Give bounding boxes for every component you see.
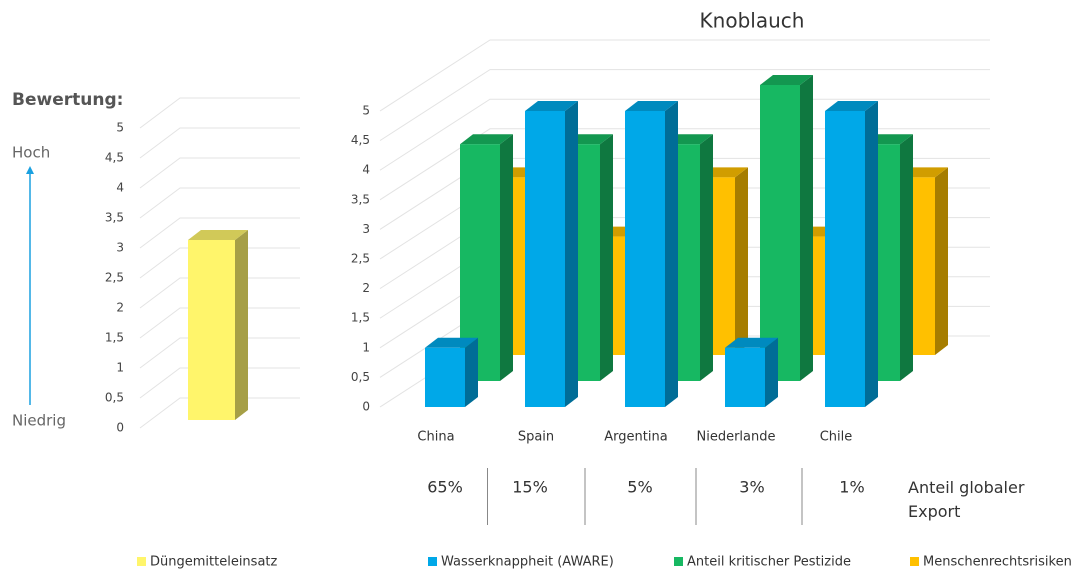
grid-line bbox=[379, 69, 990, 142]
grid-line bbox=[379, 39, 990, 112]
bar-side bbox=[565, 101, 578, 407]
export-value: 65% bbox=[427, 478, 463, 497]
y-tick-label: 0 bbox=[362, 400, 370, 414]
grid-line bbox=[139, 367, 300, 399]
y-tick-label: 2,5 bbox=[105, 271, 124, 285]
y-tick-label: 2,5 bbox=[351, 252, 370, 266]
export-label: Anteil globaler Export bbox=[908, 478, 1025, 521]
grid-line bbox=[139, 337, 300, 369]
x-tick-label: Argentina bbox=[604, 430, 667, 445]
y-tick-label: 4 bbox=[116, 181, 124, 195]
x-tick-label: China bbox=[417, 430, 454, 445]
legend-swatch bbox=[428, 557, 437, 566]
y-tick-label: 4 bbox=[362, 163, 370, 177]
export-value: 3% bbox=[739, 478, 764, 497]
y-tick-label: 2 bbox=[362, 281, 370, 295]
export-value: 1% bbox=[839, 478, 864, 497]
x-tick-label: Chile bbox=[820, 430, 853, 445]
y-tick-label: 3 bbox=[362, 222, 370, 236]
y-tick-label: 0,5 bbox=[351, 370, 370, 384]
bar bbox=[188, 240, 235, 420]
bar-top bbox=[625, 101, 678, 111]
y-tick-label: 0,5 bbox=[105, 391, 124, 405]
grid-line bbox=[139, 247, 300, 279]
bar-side bbox=[235, 230, 248, 420]
bar-top bbox=[460, 134, 513, 145]
bar bbox=[425, 347, 465, 407]
grid-line bbox=[139, 307, 300, 339]
y-tick-label: 5 bbox=[362, 104, 370, 118]
legend-label: Menschenrechtsrisiken bbox=[923, 555, 1072, 570]
y-tick-label: 4,5 bbox=[351, 133, 370, 147]
y-tick-label: 1 bbox=[362, 340, 370, 354]
y-tick-label: 4,5 bbox=[105, 151, 124, 165]
bar-side bbox=[600, 134, 613, 381]
bar bbox=[625, 111, 665, 407]
bar-side bbox=[465, 337, 478, 407]
legend-label: Düngemitteleinsatz bbox=[150, 555, 278, 570]
legend-swatch bbox=[674, 557, 683, 566]
grid-line bbox=[139, 217, 300, 249]
bar-top bbox=[188, 230, 248, 240]
bar-top bbox=[825, 101, 878, 111]
legend-label: Anteil kritischer Pestizide bbox=[687, 555, 851, 570]
scale-high: Hoch bbox=[12, 144, 50, 162]
y-tick-label: 3,5 bbox=[105, 211, 124, 225]
grid-line bbox=[139, 127, 300, 159]
x-tick-label: Spain bbox=[518, 430, 554, 445]
bar-top bbox=[725, 337, 778, 348]
bar-side bbox=[800, 75, 813, 381]
export-value: 15% bbox=[512, 478, 548, 497]
y-tick-label: 1,5 bbox=[351, 311, 370, 325]
bar-top bbox=[760, 75, 813, 85]
y-tick-label: 5 bbox=[116, 121, 124, 135]
y-tick-label: 1,5 bbox=[105, 331, 124, 345]
grid-line bbox=[379, 128, 990, 201]
grid-line bbox=[139, 187, 300, 219]
bar bbox=[525, 111, 565, 407]
bar bbox=[760, 85, 800, 381]
export-value: 5% bbox=[627, 478, 652, 497]
x-tick-label: Niederlande bbox=[697, 430, 776, 445]
bar-top bbox=[525, 101, 578, 111]
y-tick-label: 3,5 bbox=[351, 192, 370, 206]
bar-top bbox=[425, 337, 478, 348]
bar-side bbox=[500, 134, 513, 381]
grid-line bbox=[139, 97, 300, 129]
scale-arrow-head bbox=[26, 166, 34, 174]
y-tick-label: 2 bbox=[116, 301, 124, 315]
y-label: Bewertung: bbox=[12, 90, 123, 110]
chart-title: Knoblauch bbox=[700, 9, 805, 33]
bar-side bbox=[935, 167, 948, 355]
grid-line bbox=[139, 277, 300, 309]
bar-side bbox=[865, 101, 878, 407]
bar-side bbox=[765, 337, 778, 407]
y-tick-label: 1 bbox=[116, 361, 124, 375]
grid-line bbox=[139, 397, 300, 429]
legend-swatch bbox=[137, 557, 146, 566]
bar-side bbox=[700, 134, 713, 381]
scale-low: Niedrig bbox=[12, 412, 66, 430]
bar bbox=[725, 347, 765, 407]
bar-side bbox=[665, 101, 678, 407]
y-tick-label: 3 bbox=[116, 241, 124, 255]
y-tick-label: 0 bbox=[116, 421, 124, 435]
bar bbox=[825, 111, 865, 407]
bar-side bbox=[900, 134, 913, 381]
grid-line bbox=[379, 98, 990, 171]
bar-side bbox=[735, 167, 748, 355]
legend-swatch bbox=[910, 557, 919, 566]
grid-line bbox=[139, 157, 300, 189]
legend-label: Wasserknappheit (AWARE) bbox=[441, 555, 614, 570]
